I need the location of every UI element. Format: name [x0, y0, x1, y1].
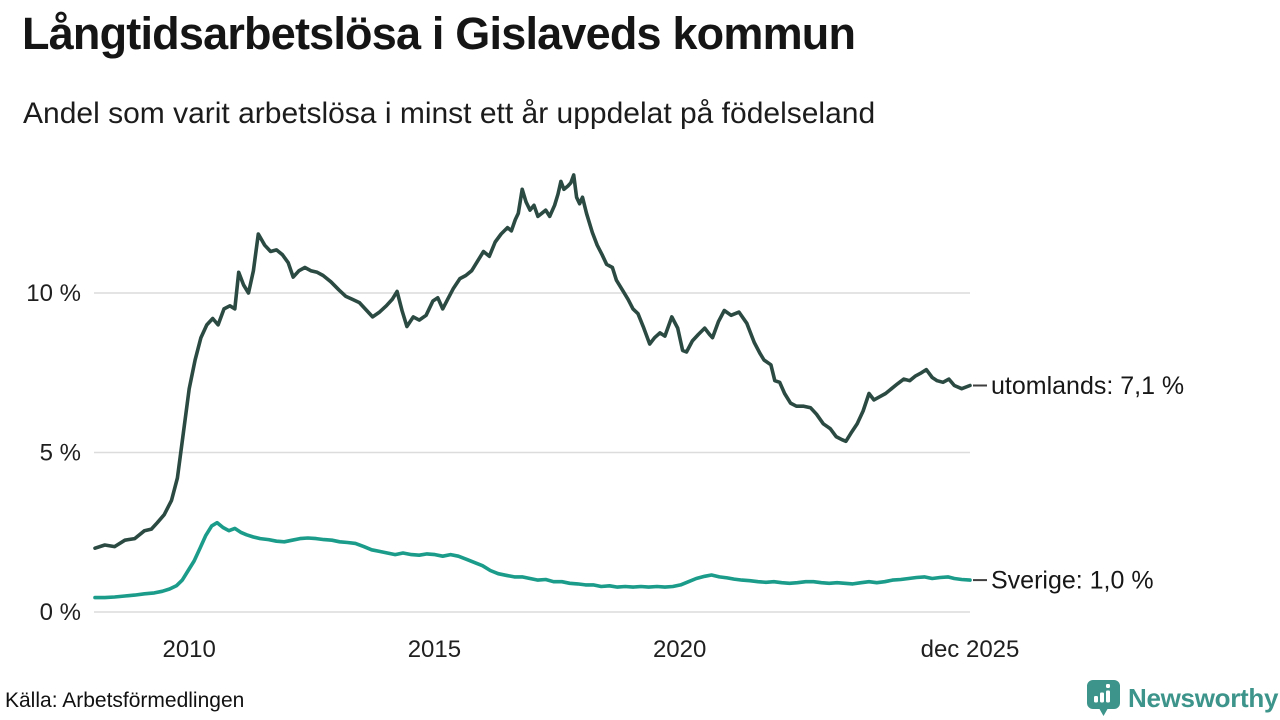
newsworthy-logo: Newsworthy [1086, 679, 1278, 717]
chart-title: Långtidsarbetslösa i Gislaveds kommun [22, 8, 856, 59]
x-tick-label: 2020 [653, 636, 706, 663]
series-end-label-utomlands: utomlands: 7,1 % [991, 372, 1184, 400]
x-tick-label: 2010 [162, 636, 215, 663]
newsworthy-logo-icon [1087, 680, 1120, 716]
y-tick-label: 0 % [40, 599, 81, 626]
series-end-label-sverige: Sverige: 1,0 % [991, 567, 1154, 595]
chart-subtitle: Andel som varit arbetslösa i minst ett å… [23, 97, 876, 130]
x-tick-label: 2015 [408, 636, 461, 663]
source-note: Källa: Arbetsförmedlingen [5, 689, 245, 712]
y-tick-label: 5 % [40, 440, 81, 467]
y-tick-label: 10 % [26, 280, 81, 307]
x-tick-label: dec 2025 [921, 636, 1020, 663]
series-line-utomlands [93, 173, 972, 551]
series-line-sverige [93, 520, 972, 600]
newsworthy-brand-text: Newsworthy [1128, 682, 1279, 713]
